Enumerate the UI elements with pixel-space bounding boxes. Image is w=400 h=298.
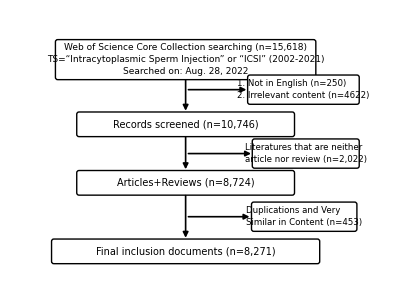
FancyBboxPatch shape: [252, 139, 359, 168]
Text: Final inclusion documents (n=8,271): Final inclusion documents (n=8,271): [96, 246, 276, 256]
FancyBboxPatch shape: [248, 75, 359, 104]
Text: Articles+Reviews (n=8,724): Articles+Reviews (n=8,724): [117, 178, 254, 188]
FancyBboxPatch shape: [56, 40, 316, 80]
Text: Literatures that are neither
article nor review (n=2,022): Literatures that are neither article nor…: [245, 143, 367, 164]
FancyBboxPatch shape: [77, 112, 294, 136]
Text: Duplications and Very
Similar in Content (n=453): Duplications and Very Similar in Content…: [246, 206, 362, 227]
Text: 1. Not in English (n=250)
2. Irrelevant content (n=4622): 1. Not in English (n=250) 2. Irrelevant …: [237, 79, 370, 100]
FancyBboxPatch shape: [252, 202, 357, 231]
FancyBboxPatch shape: [52, 239, 320, 264]
Text: Records screened (n=10,746): Records screened (n=10,746): [113, 119, 258, 129]
FancyBboxPatch shape: [77, 170, 294, 195]
Text: Web of Science Core Collection searching (n=15,618)
TS=“Intracytoplasmic Sperm I: Web of Science Core Collection searching…: [47, 43, 324, 76]
